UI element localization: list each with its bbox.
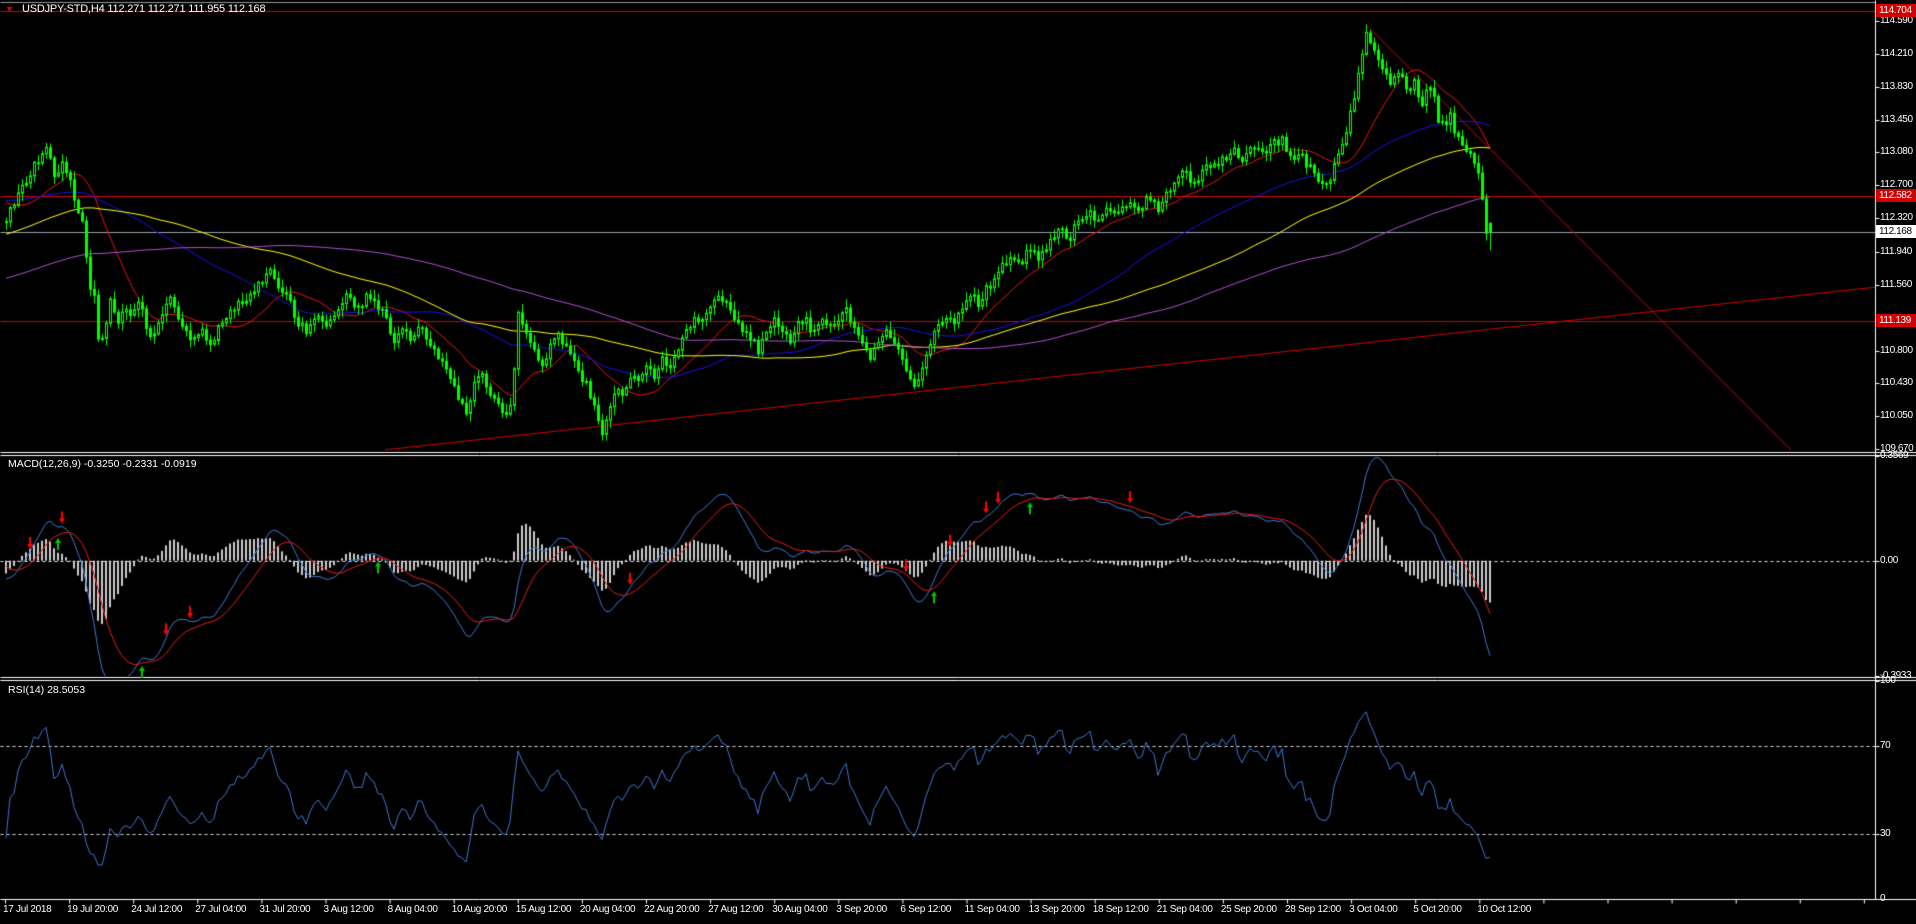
price-tick-label: 110.800 bbox=[1880, 344, 1913, 356]
time-axis-label: 10 Aug 20:00 bbox=[451, 904, 508, 915]
time-axis-label: 10 Oct 12:00 bbox=[1477, 904, 1531, 915]
rsi-axis-label: 0 bbox=[1880, 893, 1886, 904]
price-tick-label: 110.430 bbox=[1880, 376, 1913, 388]
time-axis-label: 25 Sep 20:00 bbox=[1220, 904, 1277, 915]
time-axis-label: 8 Aug 04:00 bbox=[387, 904, 438, 915]
price-tick-label: 114.590 bbox=[1880, 15, 1913, 27]
price-tick-label: 113.830 bbox=[1880, 81, 1913, 93]
macd-axis-label: 0.00 bbox=[1880, 554, 1898, 566]
time-axis-label: 22 Aug 20:00 bbox=[644, 904, 700, 915]
rsi-axis-label: 30 bbox=[1880, 827, 1891, 839]
price-badge-114.704: 114.704 bbox=[1876, 4, 1916, 18]
price-tick-label: 113.450 bbox=[1880, 114, 1913, 126]
price-badge-111.139: 111.139 bbox=[1876, 314, 1916, 328]
price-tick-label: 110.050 bbox=[1880, 409, 1913, 421]
price-tick-label: 114.210 bbox=[1880, 48, 1913, 60]
time-axis-label: 18 Sep 12:00 bbox=[1092, 904, 1149, 915]
price-tick-label: 112.320 bbox=[1880, 212, 1913, 224]
time-axis-label: 3 Aug 12:00 bbox=[323, 904, 374, 915]
macd-indicator-label: MACD(12,26,9) -0.3250 -0.2331 -0.0919 bbox=[8, 458, 197, 470]
time-axis-label: 30 Aug 04:00 bbox=[772, 904, 828, 915]
price-tick-label: 111.560 bbox=[1880, 278, 1912, 290]
rsi-axis-label: 70 bbox=[1880, 740, 1891, 752]
time-axis-label: 5 Oct 20:00 bbox=[1413, 904, 1462, 915]
price-badge-112.582: 112.582 bbox=[1876, 188, 1916, 202]
price-tick-label: 112.700 bbox=[1880, 179, 1913, 191]
time-axis-label: 20 Aug 04:00 bbox=[579, 904, 636, 915]
macd-axis-label: 0.3569 bbox=[1880, 450, 1909, 461]
price-tick-label: 109.670 bbox=[1880, 442, 1914, 454]
time-axis-label: 15 Aug 12:00 bbox=[515, 904, 572, 915]
time-axis-label: 28 Sep 12:00 bbox=[1285, 904, 1341, 915]
time-axis-label: 3 Oct 04:00 bbox=[1349, 904, 1398, 915]
time-axis-label: 3 Sep 20:00 bbox=[836, 904, 887, 915]
time-axis-label: 13 Sep 20:00 bbox=[1028, 904, 1085, 915]
price-badge-112.168: 112.168 bbox=[1876, 224, 1916, 238]
time-axis-label: 11 Sep 04:00 bbox=[964, 904, 1020, 915]
time-axis-label: 6 Sep 12:00 bbox=[900, 904, 952, 915]
rsi-indicator-label: RSI(14) 28.5053 bbox=[8, 684, 86, 696]
symbol-marker-icon: ▼ bbox=[5, 4, 14, 14]
chart-title-ohlc: USDJPY-STD,H4 112.271 112.271 111.955 11… bbox=[22, 3, 266, 15]
time-axis-label: 27 Jul 04:00 bbox=[195, 904, 247, 915]
rsi-axis-label: 100 bbox=[1880, 675, 1896, 686]
time-axis-label: 27 Aug 12:00 bbox=[708, 904, 764, 915]
time-axis-label: 21 Sep 04:00 bbox=[1156, 904, 1213, 915]
price-tick-label: 111.940 bbox=[1880, 245, 1912, 257]
macd-axis-label: -0.3933 bbox=[1880, 670, 1912, 681]
time-axis-label: 17 Jul 2018 bbox=[3, 904, 52, 915]
time-axis-label: 19 Jul 20:00 bbox=[67, 904, 118, 915]
time-axis-label: 24 Jul 12:00 bbox=[131, 904, 183, 915]
time-axis-label: 31 Jul 20:00 bbox=[259, 904, 311, 915]
price-tick-label: 113.080 bbox=[1880, 146, 1913, 158]
